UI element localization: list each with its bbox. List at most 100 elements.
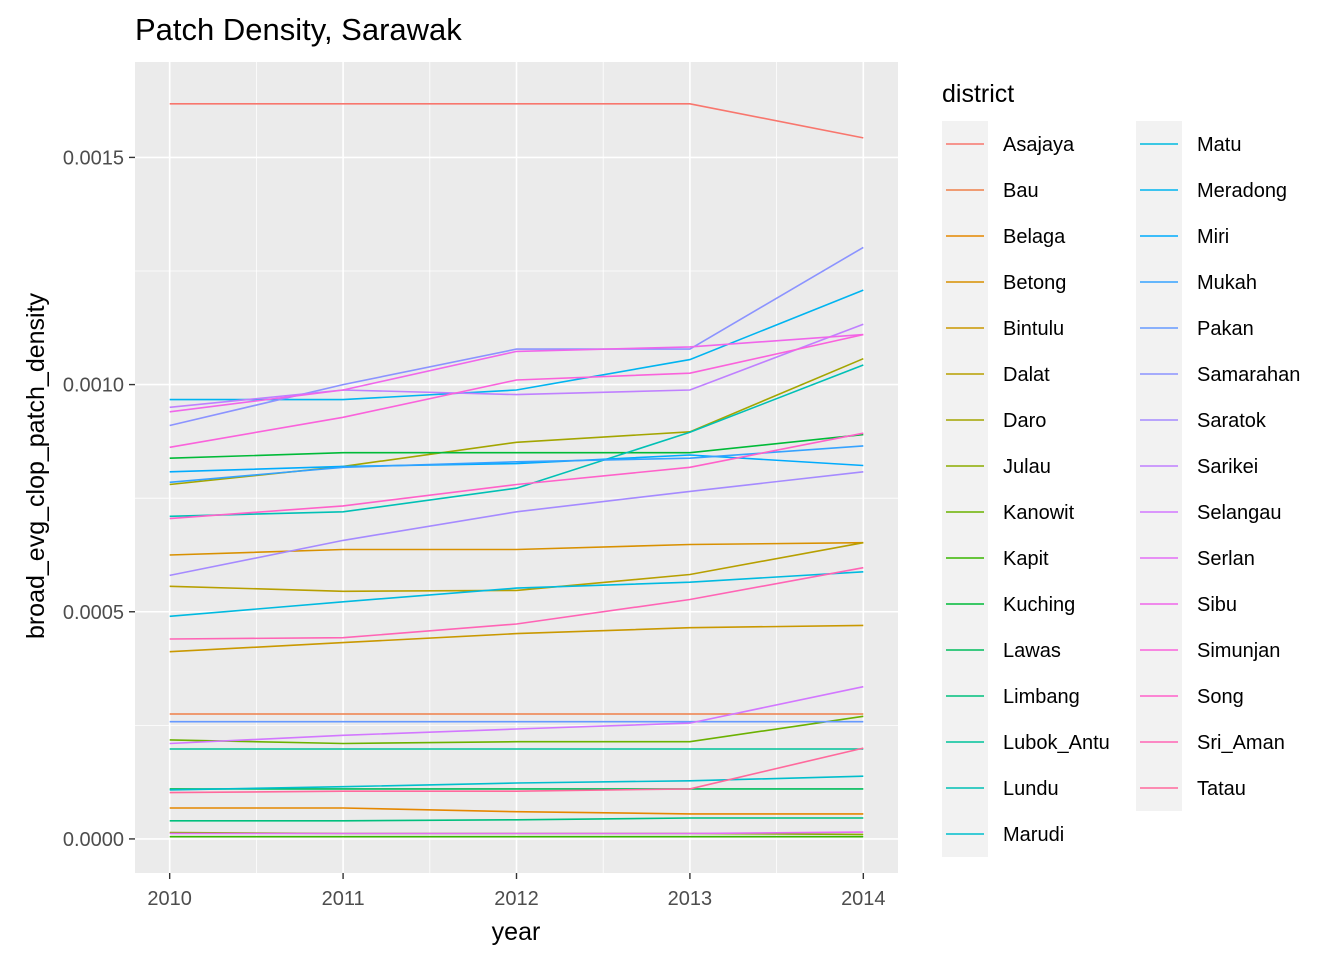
legend-item-betong: Betong [942, 259, 1066, 305]
legend-label: Serlan [1197, 548, 1255, 570]
legend-item-lundu: Lundu [942, 765, 1059, 811]
legend-item-lubok_antu: Lubok_Antu [942, 719, 1110, 765]
series-line-bintulu [169, 624, 864, 653]
legend: district Asajaya Bau Belaga Betong Bintulu Da… [942, 80, 1300, 857]
series-line-song [169, 432, 864, 520]
legend-item-bintulu: Bintulu [942, 305, 1064, 351]
legend-item-kapit: Kapit [942, 535, 1049, 581]
series-line-limbang [169, 817, 864, 822]
legend-label: Sri_Aman [1197, 732, 1285, 754]
legend-item-mukah: Mukah [1136, 259, 1257, 305]
legend-item-bau: Bau [942, 167, 1039, 213]
series-line-sibu [169, 333, 864, 413]
series-line-samarahan [169, 246, 864, 427]
series-line-meradong [169, 289, 864, 401]
series-line-kanowit [169, 715, 864, 745]
legend-item-tatau: Tatau [1136, 765, 1246, 811]
series-line-belaga [169, 807, 864, 815]
legend-item-kanowit: Kanowit [942, 489, 1075, 535]
legend-label: Tatau [1197, 778, 1246, 800]
x-tick-label: 2013 [668, 888, 713, 910]
x-tick-label: 2012 [494, 888, 539, 910]
legend-label: Limbang [1003, 686, 1080, 708]
legend-item-julau: Julau [942, 443, 1051, 489]
y-tick-label: 0.0000 [63, 829, 124, 851]
series-line-asajaya [169, 103, 864, 139]
legend-item-kuching: Kuching [942, 581, 1075, 627]
legend-item-sarikei: Sarikei [1136, 443, 1258, 489]
series-line-sarikei [169, 323, 864, 409]
series-line-saratok [169, 471, 864, 577]
y-tick-label: 0.0005 [63, 602, 124, 624]
legend-item-asajaya: Asajaya [942, 121, 1075, 167]
chart-title: Patch Density, Sarawak [135, 12, 462, 47]
legend-item-simunjan: Simunjan [1136, 627, 1280, 673]
legend-label: Asajaya [1003, 134, 1075, 156]
legend-label: Sibu [1197, 594, 1237, 616]
legend-label: Matu [1197, 134, 1241, 156]
legend-label: Belaga [1003, 226, 1066, 248]
legend-item-meradong: Meradong [1136, 167, 1287, 213]
series-line-selangau [169, 685, 864, 745]
legend-label: Marudi [1003, 824, 1064, 846]
legend-item-sibu: Sibu [1136, 581, 1237, 627]
legend-label: Lawas [1003, 640, 1061, 662]
legend-label: Simunjan [1197, 640, 1280, 662]
y-tick-label: 0.0010 [63, 375, 124, 397]
x-tick-label: 2010 [147, 888, 192, 910]
y-tick-label: 0.0015 [63, 147, 124, 169]
series-line-kuching [169, 433, 864, 459]
series-line-miri [169, 454, 864, 473]
legend-label: Betong [1003, 272, 1066, 294]
legend-item-samarahan: Samarahan [1136, 351, 1300, 397]
legend-label: Pakan [1197, 318, 1254, 340]
axes: 2010 2011 2012 2013 2014 0.0000 0.0005 0.0010 0.… [63, 147, 886, 910]
legend-label: Sarikei [1197, 456, 1258, 478]
legend-label: Dalat [1003, 364, 1050, 386]
legend-label: Mukah [1197, 272, 1257, 294]
legend-label: Kuching [1003, 594, 1075, 616]
legend-item-song: Song [1136, 673, 1244, 719]
legend-item-sri_aman: Sri_Aman [1136, 719, 1285, 765]
legend-label: Lubok_Antu [1003, 732, 1110, 754]
legend-label: Bintulu [1003, 318, 1064, 340]
series-line-dalat [169, 541, 864, 593]
legend-item-dalat: Dalat [942, 351, 1050, 397]
legend-item-serlan: Serlan [1136, 535, 1255, 581]
series-line-mukah [169, 445, 864, 484]
series-line-matu [169, 571, 864, 618]
legend-label: Selangau [1197, 502, 1282, 524]
legend-label: Bau [1003, 180, 1039, 202]
x-tick-label: 2014 [841, 888, 886, 910]
legend-label: Saratok [1197, 410, 1267, 432]
legend-label: Julau [1003, 456, 1051, 478]
legend-item-saratok: Saratok [1136, 397, 1267, 443]
legend-label: Samarahan [1197, 364, 1300, 386]
plot-panel [135, 62, 898, 873]
legend-item-daro: Daro [942, 397, 1046, 443]
legend-label: Lundu [1003, 778, 1059, 800]
legend-item-matu: Matu [1136, 121, 1241, 167]
series-line-tatau [169, 747, 864, 794]
series-line-marudi [169, 775, 864, 791]
legend-item-marudi: Marudi [942, 811, 1064, 857]
series-line-simunjan [169, 333, 864, 449]
series-line-serlan [169, 831, 864, 835]
legend-label: Meradong [1197, 180, 1287, 202]
legend-item-miri: Miri [1136, 213, 1229, 259]
series-line-sri_aman [169, 566, 864, 640]
legend-label: Song [1197, 686, 1244, 708]
legend-label: Kapit [1003, 548, 1049, 570]
legend-item-selangau: Selangau [1136, 489, 1282, 535]
y-axis-title: broad_evg_clop_patch_density [22, 292, 50, 639]
legend-item-limbang: Limbang [942, 673, 1080, 719]
legend-item-belaga: Belaga [942, 213, 1066, 259]
legend-item-pakan: Pakan [1136, 305, 1254, 351]
legend-label: Kanowit [1003, 502, 1075, 524]
x-tick-label: 2011 [322, 888, 365, 910]
legend-title: district [942, 80, 1014, 108]
legend-label: Daro [1003, 410, 1046, 432]
x-axis-title: year [492, 918, 541, 946]
